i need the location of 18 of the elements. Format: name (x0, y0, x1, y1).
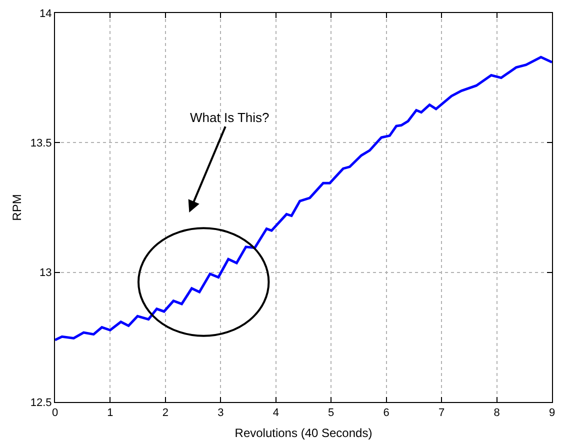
y-tick-label: 14 (40, 8, 52, 20)
y-axis-title: RPM (10, 194, 24, 221)
x-tick-label: 2 (162, 407, 169, 420)
x-tick-label: 6 (383, 407, 390, 420)
x-tick-label: 9 (548, 407, 556, 420)
x-tick-label: 8 (494, 407, 500, 420)
x-tick-label: 0 (52, 407, 58, 420)
line-series (55, 56, 552, 342)
x-tick-label: 5 (328, 407, 334, 420)
y-tick-label: 13.5 (30, 138, 52, 150)
x-axis-title: Revolutions (40 Seconds) (234, 426, 372, 440)
x-tick-label: 7 (438, 407, 445, 420)
annotation: What Is This? (190, 110, 270, 125)
x-tick-label: 4 (272, 407, 279, 420)
y-tick-label: 12.5 (30, 396, 52, 409)
y-tick-label: 13 (40, 267, 52, 280)
x-tick-label: 3 (218, 407, 224, 420)
x-tick-label: 1 (107, 407, 114, 420)
